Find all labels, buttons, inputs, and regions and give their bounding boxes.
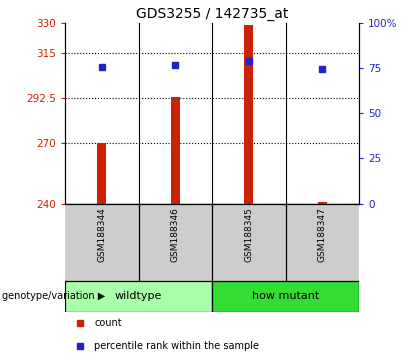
Text: GSM188346: GSM188346 (171, 207, 180, 262)
Text: GSM188345: GSM188345 (244, 207, 253, 262)
Text: GSM188347: GSM188347 (318, 207, 327, 262)
Text: count: count (94, 319, 122, 329)
Text: how mutant: how mutant (252, 291, 319, 302)
Bar (318, 201, 327, 204)
Text: percentile rank within the sample: percentile rank within the sample (94, 341, 260, 351)
Bar (244, 25, 253, 204)
Bar (97, 143, 106, 204)
Bar (171, 97, 180, 204)
Bar (65, 281, 212, 312)
Text: wildtype: wildtype (115, 291, 162, 302)
Bar (212, 281, 359, 312)
Text: genotype/variation ▶: genotype/variation ▶ (2, 291, 105, 302)
Text: GSM188344: GSM188344 (97, 207, 106, 262)
Title: GDS3255 / 142735_at: GDS3255 / 142735_at (136, 7, 288, 21)
